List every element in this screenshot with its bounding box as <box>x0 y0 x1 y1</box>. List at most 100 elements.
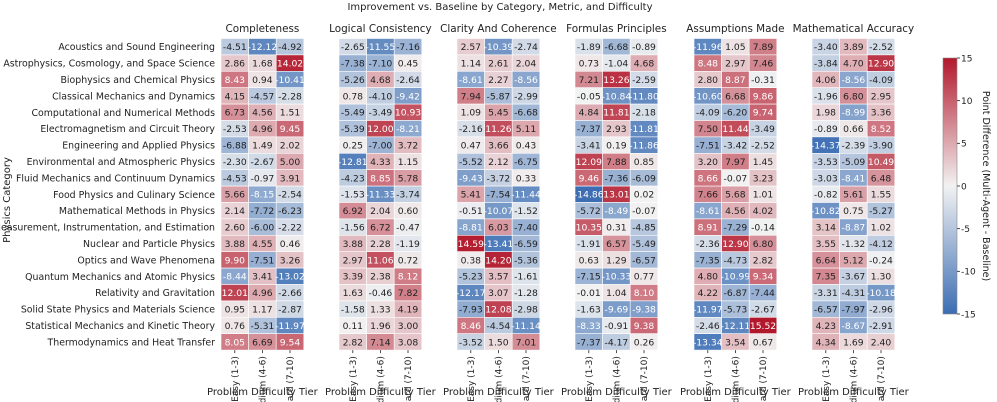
tier-label: Medium (4-6) <box>612 356 622 402</box>
cell-value: -11.96 <box>693 42 723 53</box>
cell-value: -0.97 <box>251 173 275 184</box>
cell-value: 4.33 <box>370 157 391 168</box>
heatmap-panel: Logical Consistency -2.65 -11.55 -7.16 -7.38… <box>325 23 437 402</box>
cell-value: 11.81 <box>603 108 629 119</box>
cell-value: 3.08 <box>398 337 419 348</box>
tier-label: Easy (1-3) <box>822 356 832 402</box>
cell-value: 3.54 <box>725 337 746 348</box>
cell-value: 12.09 <box>576 157 602 168</box>
cell-value: -0.31 <box>751 75 775 86</box>
cell-value: -7.00 <box>369 141 393 152</box>
cell-value: -7.51 <box>696 141 720 152</box>
cell-value: -14.86 <box>574 190 604 201</box>
cell-value: -13.34 <box>693 337 723 348</box>
cell-value: 0.25 <box>343 141 364 152</box>
cell-value: 6.48 <box>871 173 892 184</box>
panel-title: Mathematical Accuracy <box>793 23 915 35</box>
cell-value: 5.41 <box>461 190 481 201</box>
tier-label: Hard (7-10) <box>522 356 532 402</box>
cell-value: -0.05 <box>577 91 601 102</box>
cell-value: -2.99 <box>514 91 538 102</box>
cell-value: 12.90 <box>722 239 748 250</box>
heatmap-panel: Mathematical Accuracy -3.40 3.89 -2.52 -3.84… <box>793 23 915 402</box>
cell-value: 2.27 <box>488 75 509 86</box>
cell-value: 4.56 <box>725 206 746 217</box>
cell-value: 1.68 <box>252 59 273 70</box>
cell-value: 6.03 <box>488 223 509 234</box>
cell-value: -2.28 <box>278 91 302 102</box>
panel-title: Logical Consistency <box>329 23 432 35</box>
cell-value: -3.31 <box>814 288 838 299</box>
cell-value: 8.91 <box>698 223 718 234</box>
cell-value: 9.86 <box>753 91 774 102</box>
cell-value: -2.66 <box>278 288 302 299</box>
cell-value: -4.31 <box>842 288 866 299</box>
cell-value: -5.87 <box>487 91 511 102</box>
colorbar-tick-label: 0 <box>961 182 967 192</box>
cell-value: -9.38 <box>632 305 656 316</box>
cell-value: 1.15 <box>398 157 419 168</box>
cell-value: -9.42 <box>396 91 420 102</box>
cell-value: 7.14 <box>370 337 391 348</box>
cell-value: 3.57 <box>488 272 509 283</box>
cell-value: 0.77 <box>634 272 655 283</box>
cell-value: -1.28 <box>514 288 538 299</box>
colorbar: -15 -10 -5 0 5 10 15 Point Difference (Multi-Ag… <box>942 54 991 320</box>
cell-value: -4.09 <box>869 75 893 86</box>
category-label: Relativity and Gravitation <box>95 288 215 299</box>
cell-value: -4.92 <box>278 42 302 53</box>
cell-value: -6.68 <box>514 108 538 119</box>
cell-value: 1.01 <box>753 190 773 201</box>
cell-value: -6.75 <box>514 157 538 168</box>
cell-value: 0.63 <box>579 255 600 266</box>
tier-label: Medium (4-6) <box>494 356 504 402</box>
colorbar-tick-label: 5 <box>961 140 967 150</box>
category-label: Computational and Numerical Methods <box>32 108 216 119</box>
cell-value: -2.67 <box>251 157 275 168</box>
cell-value: 4.23 <box>816 321 837 332</box>
cell-value: 1.33 <box>370 305 391 316</box>
cell-value: -2.87 <box>278 305 302 316</box>
cell-value: 3.41 <box>252 272 272 283</box>
cell-value: -8.41 <box>842 173 866 184</box>
cell-value: 0.95 <box>225 305 246 316</box>
cell-value: 9.54 <box>280 337 301 348</box>
cell-value: -3.90 <box>869 141 893 152</box>
cell-value: 1.05 <box>725 42 746 53</box>
cell-value: -4.53 <box>223 173 247 184</box>
category-label: Astrophysics, Cosmology, and Space Scien… <box>3 59 215 70</box>
cell-value: -8.15 <box>251 190 275 201</box>
tier-label: Hard (7-10) <box>640 356 650 402</box>
cell-value: -10.84 <box>602 91 632 102</box>
cell-value: 15.52 <box>750 321 776 332</box>
cell-value: 2.40 <box>871 337 892 348</box>
cell-value: 2.86 <box>225 59 246 70</box>
cell-value: -8.33 <box>577 321 601 332</box>
tier-label: Easy (1-3) <box>704 356 714 402</box>
category-label: Electromagnetism and Circuit Theory <box>40 124 215 135</box>
cell-value: -5.73 <box>724 305 748 316</box>
x-axis-label: Problem Difficulty Tier <box>207 387 319 398</box>
cell-value: 0.75 <box>843 206 864 217</box>
cell-value: -9.69 <box>605 305 629 316</box>
cell-value: 8.66 <box>698 173 719 184</box>
cell-value: 3.00 <box>398 321 419 332</box>
cell-value: 8.87 <box>725 75 746 86</box>
cell-value: 2.93 <box>606 124 627 135</box>
category-label: Statistical Mechanics and Kinetic Theory <box>25 321 215 332</box>
cell-value: 3.72 <box>398 141 418 152</box>
cell-value: -0.91 <box>605 321 629 332</box>
cell-value: 6.72 <box>370 223 390 234</box>
cell-value: -5.49 <box>632 239 656 250</box>
cell-value: 4.34 <box>816 337 837 348</box>
cell-value: -0.07 <box>724 173 748 184</box>
cell-value: -2.67 <box>751 305 775 316</box>
cell-value: 3.14 <box>816 223 837 234</box>
cell-value: -5.72 <box>577 206 601 217</box>
cell-value: 3.88 <box>343 239 364 250</box>
cell-value: -1.04 <box>605 59 629 70</box>
cell-value: -2.39 <box>842 141 866 152</box>
colorbar-tick-label: -15 <box>961 310 976 320</box>
cell-value: 13.26 <box>603 75 629 86</box>
cell-value: -0.07 <box>632 206 656 217</box>
